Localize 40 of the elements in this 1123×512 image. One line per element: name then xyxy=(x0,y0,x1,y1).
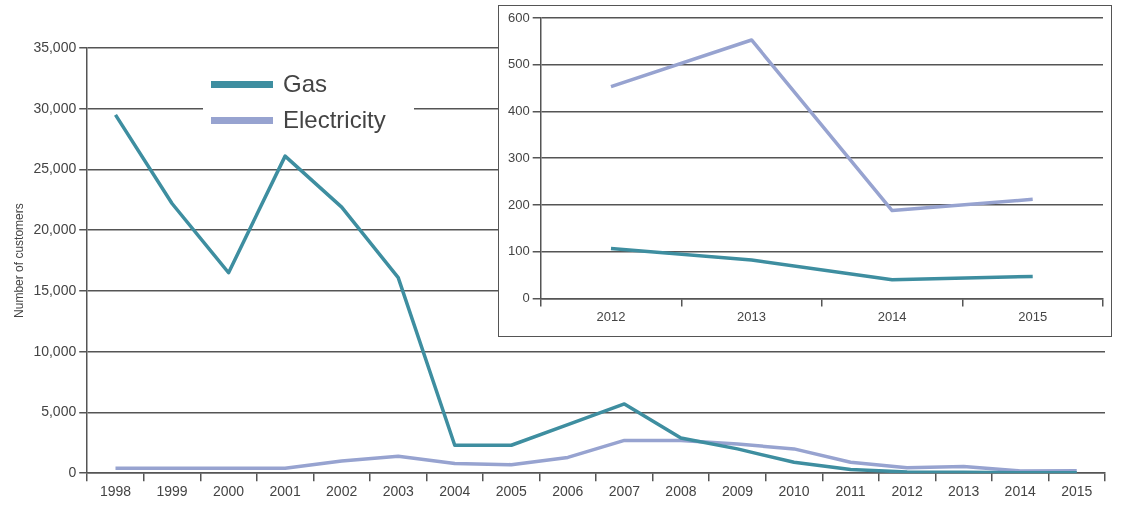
x-tick-label: 2012 xyxy=(891,483,923,500)
y-tick-label: 35,000 xyxy=(33,38,77,55)
x-tick-label: 2004 xyxy=(439,483,471,500)
x-tick-label: 2012 xyxy=(596,308,626,324)
x-tick-label: 2001 xyxy=(269,483,301,500)
x-tick-label: 2013 xyxy=(948,483,980,500)
y-tick-label: 5,000 xyxy=(41,403,77,420)
x-tick-label: 2003 xyxy=(382,483,414,500)
x-tick-label: 2005 xyxy=(495,483,528,500)
x-tick-label: 2000 xyxy=(213,483,245,500)
y-tick-label: 400 xyxy=(507,103,530,119)
y-tick-label: 200 xyxy=(507,196,530,212)
y-tick-label: 300 xyxy=(507,149,530,165)
x-tick-label: 2014 xyxy=(1004,483,1036,500)
x-tick-label: 2015 xyxy=(1061,483,1093,500)
y-tick-label: 500 xyxy=(507,56,530,72)
x-tick-label: 2007 xyxy=(608,483,641,500)
x-tick-label: 2015 xyxy=(1018,308,1048,324)
y-tick-label: 25,000 xyxy=(33,160,77,177)
y-tick-label: 600 xyxy=(507,9,530,25)
y-tick-label: 10,000 xyxy=(33,342,77,359)
y-tick-label: 15,000 xyxy=(33,281,77,298)
y-tick-label: 0 xyxy=(68,464,77,481)
x-tick-label: 2014 xyxy=(877,308,907,324)
legend-label: Electricity xyxy=(283,106,386,134)
y-tick-label: 100 xyxy=(507,243,530,259)
x-tick-label: 2009 xyxy=(721,483,754,500)
x-tick-label: 2011 xyxy=(835,483,866,500)
y-axis-title: Number of customers xyxy=(11,203,26,318)
x-tick-label: 2013 xyxy=(737,308,767,324)
x-tick-label: 2002 xyxy=(326,483,358,500)
x-tick-label: 1999 xyxy=(156,483,188,500)
x-tick-label: 2010 xyxy=(778,483,810,500)
y-tick-label: 30,000 xyxy=(33,99,77,116)
y-tick-label: 20,000 xyxy=(33,221,77,238)
x-tick-label: 1998 xyxy=(99,483,132,500)
y-tick-label: 0 xyxy=(522,289,530,305)
x-tick-label: 2006 xyxy=(552,483,584,500)
x-tick-label: 2008 xyxy=(665,483,697,500)
legend-label: Gas xyxy=(283,70,328,98)
